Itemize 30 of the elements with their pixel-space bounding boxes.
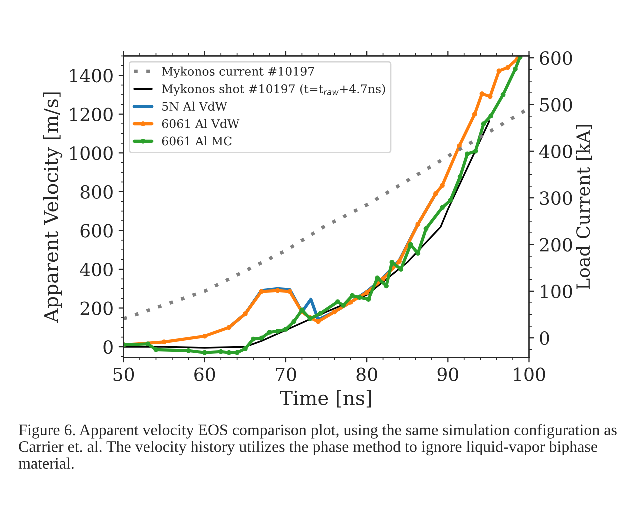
x-tick-label: 90 [438, 368, 458, 382]
caption: Figure 6. Apparent velocity EOS comparison plot, using the same simulation configuration as Carrier et. al. The velocity history utilizes the phase method to ignore liquid-vapor biphase material. [18, 424, 617, 470]
y-tick-label: 1000 [70, 146, 113, 160]
y-tick-label: 400 [80, 262, 113, 277]
y-tick-label: 1400 [70, 69, 113, 83]
legend-label: 6061 Al MC [162, 136, 232, 146]
y2-tick-label: 400 [540, 144, 572, 159]
y2-tick-label: 500 [540, 98, 572, 112]
x-tick-label: 70 [276, 368, 296, 382]
y-tick-label: 1200 [70, 108, 113, 122]
x-axis-title: Time [ns] [280, 390, 372, 408]
legend-label: 5N Al VdW [162, 102, 228, 112]
x-tick-label: 100 [514, 368, 546, 382]
y-tick-label: 600 [80, 224, 113, 238]
legend-label: Mykonos current #10197 [162, 66, 314, 78]
y2-tick-label: 300 [540, 192, 572, 206]
x-tick-label: 50 [114, 368, 134, 382]
x-tick-label: 60 [194, 368, 216, 382]
legend-label: 6061 Al VdW [162, 119, 240, 128]
y-tick-label: 200 [80, 302, 113, 316]
y2-tick-label: 600 [540, 52, 572, 66]
legend-label: Mykonos shot #10197 (t=t$_{raw}$+4.7ns) [162, 84, 386, 96]
y2-tick-label: 100 [541, 284, 572, 299]
y2-axis-title: Load Current [kA] [576, 125, 592, 290]
y2-tick-label: 0 [540, 332, 550, 346]
y2-tick-label: 200 [540, 238, 572, 252]
x-tick-label: 80 [356, 368, 378, 382]
y-axis-title: Apparent Velocity [m/s] [43, 92, 63, 323]
y-tick-label: 0 [104, 340, 113, 354]
y-tick-label: 800 [80, 185, 113, 200]
